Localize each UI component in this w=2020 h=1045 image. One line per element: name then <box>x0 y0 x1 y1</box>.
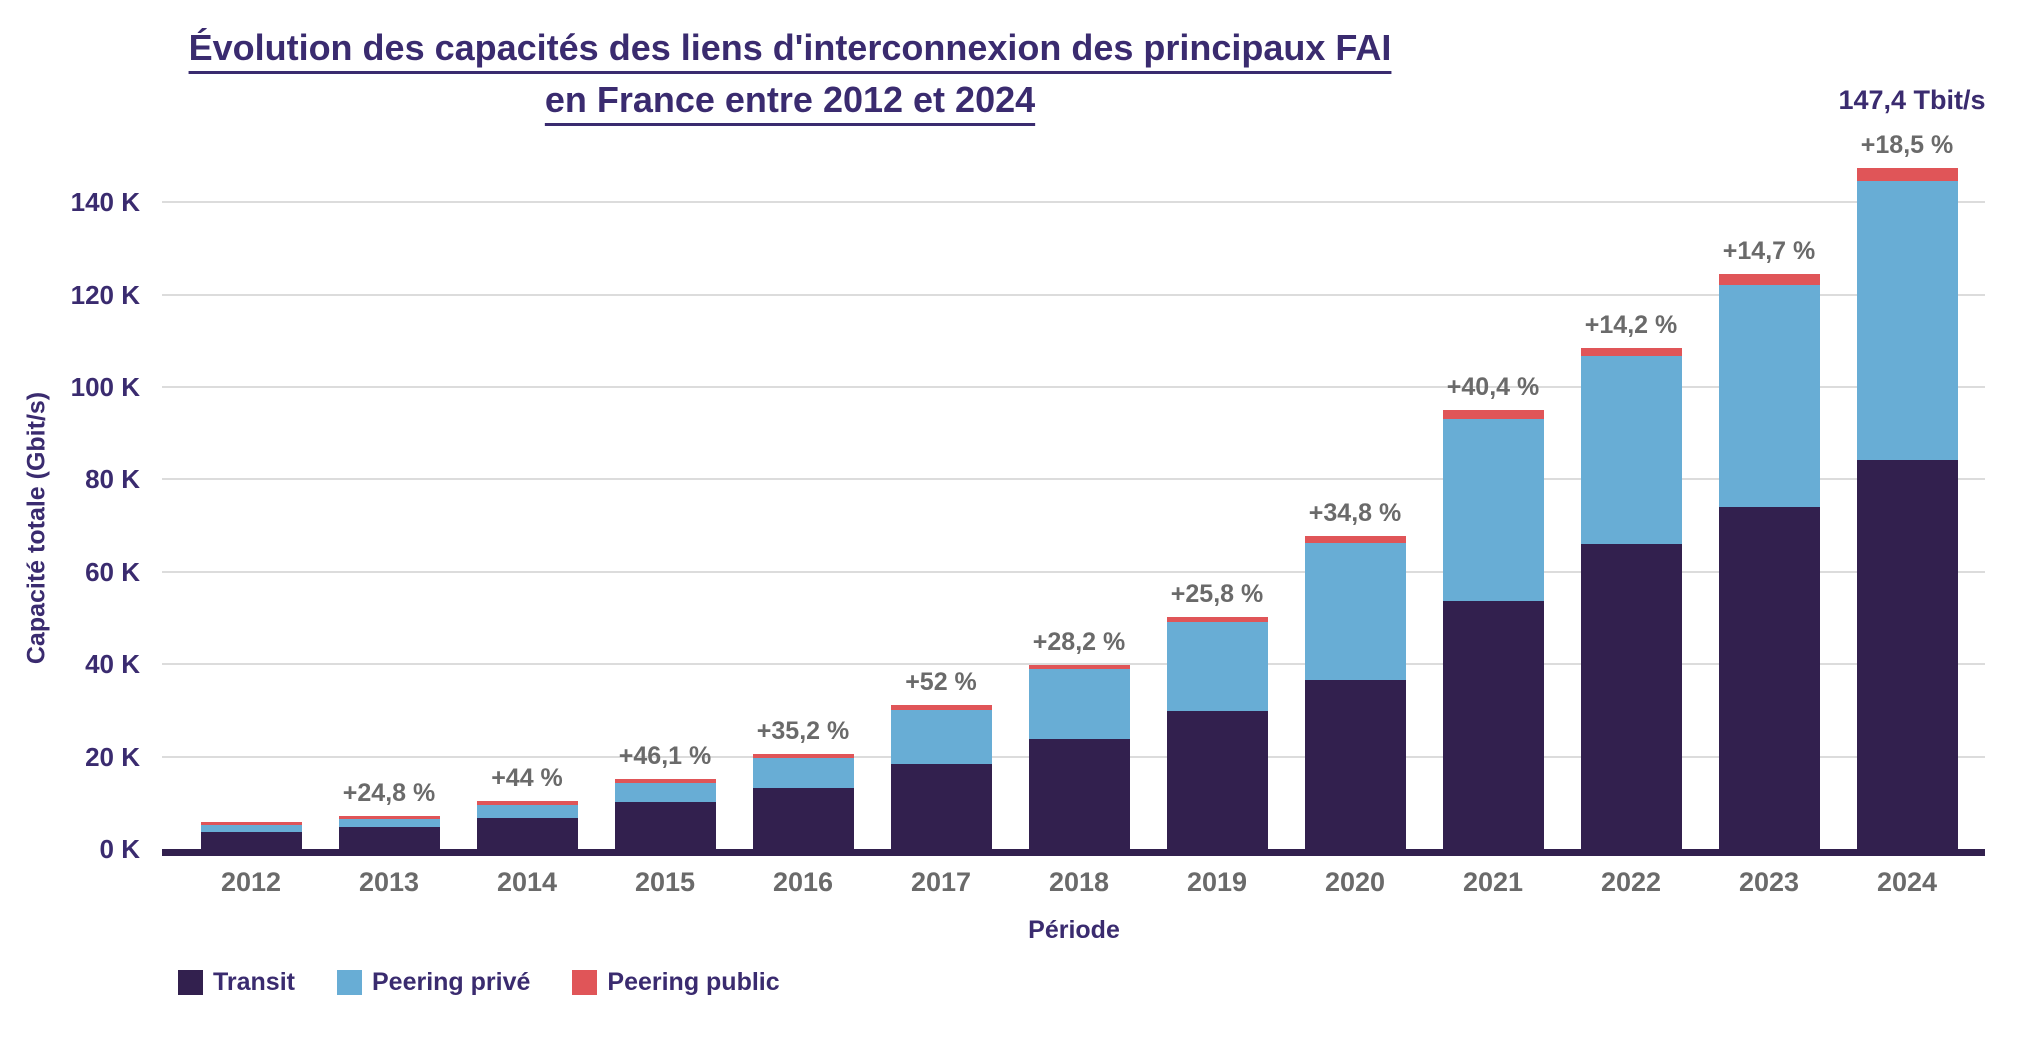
y-tick-label: 140 K <box>70 187 140 218</box>
y-tick-label: 80 K <box>85 464 140 495</box>
gridline-100k <box>162 386 1985 388</box>
x-tick-label-2016: 2016 <box>772 867 834 897</box>
bar-segment-peering-priv--2016 <box>752 758 854 788</box>
x-tick-label-2021: 2021 <box>1462 867 1524 897</box>
bar-segment-transit-2020 <box>1304 679 1406 849</box>
total-2024-annotation: 147,4 Tbit/s <box>1838 85 1986 115</box>
bar-segment-peering-priv--2024 <box>1856 181 1958 460</box>
bar-segment-transit-2013 <box>338 827 440 849</box>
bar-segment-peering-public-2016 <box>752 754 854 759</box>
x-tick-label-2012: 2012 <box>220 867 282 897</box>
x-tick-label-2015: 2015 <box>634 867 696 897</box>
legend-label-transit: Transit <box>213 968 295 996</box>
bar-segment-peering-public-2015 <box>614 779 716 783</box>
x-tick-label-2024: 2024 <box>1876 867 1938 897</box>
bar-segment-peering-public-2019 <box>1166 617 1268 622</box>
x-axis-title: Période <box>1028 916 1120 944</box>
bar-segment-peering-priv--2022 <box>1580 355 1682 544</box>
bar-segment-peering-public-2023 <box>1718 274 1820 285</box>
x-tick-label-2022: 2022 <box>1600 867 1662 897</box>
growth-label-2018: +28,2 % <box>1032 627 1126 656</box>
gridline-40k <box>162 663 1985 666</box>
gridline-80k <box>162 478 1985 481</box>
bar-segment-peering-priv--2012 <box>200 825 302 832</box>
legend-swatch-transit <box>178 970 203 995</box>
gridline-140k <box>162 201 1985 204</box>
bar-segment-peering-priv--2015 <box>614 782 716 802</box>
legend-label-peering-public: Peering public <box>607 968 780 996</box>
bar-segment-transit-2023 <box>1718 506 1820 849</box>
legend-item-transit: Transit <box>178 968 295 997</box>
bar-segment-transit-2016 <box>752 787 854 849</box>
y-tick-label: 100 K <box>70 372 140 402</box>
bar-segment-peering-priv--2020 <box>1304 543 1406 680</box>
growth-label-2020: +34,8 % <box>1308 499 1402 528</box>
growth-label-2013: +24,8 % <box>342 778 436 807</box>
bar-segment-peering-priv--2023 <box>1718 284 1820 507</box>
growth-label-2024: +18,5 % <box>1860 131 1954 159</box>
y-tick-label: 40 K <box>85 649 140 680</box>
chart-title-line-2: en France entre 2012 et 2024 <box>544 79 1036 120</box>
bar-segment-peering-public-2022 <box>1580 347 1682 356</box>
x-tick-label-2018: 2018 <box>1048 867 1110 897</box>
x-tick-label-2014: 2014 <box>496 867 558 897</box>
bar-segment-peering-priv--2018 <box>1028 669 1130 739</box>
x-axis-line <box>162 849 1985 856</box>
legend-item-peering-priv-: Peering privé <box>336 968 531 997</box>
y-tick-label: 0 K <box>99 834 140 864</box>
growth-label-2014: +44 % <box>491 763 563 792</box>
x-tick-label-2020: 2020 <box>1324 867 1386 897</box>
bar-segment-transit-2017 <box>890 763 992 849</box>
growth-label-2016: +35,2 % <box>756 717 850 746</box>
bar-segment-transit-2021 <box>1442 601 1544 849</box>
bar-segment-transit-2012 <box>200 831 302 849</box>
bar-segment-peering-priv--2013 <box>338 819 440 828</box>
y-axis-title: Capacité totale (Gbit/s) <box>22 391 51 665</box>
bar-segment-peering-public-2024 <box>1856 168 1958 182</box>
bar-segment-peering-priv--2021 <box>1442 419 1544 602</box>
x-tick-label-2013: 2013 <box>358 867 420 897</box>
y-tick-label: 20 K <box>85 741 140 772</box>
growth-label-2022: +14,2 % <box>1584 310 1678 339</box>
legend-swatch-peering-priv- <box>336 970 362 995</box>
bar-segment-peering-priv--2019 <box>1166 621 1268 711</box>
x-tick-label-2019: 2019 <box>1186 867 1248 897</box>
bar-segment-peering-public-2012 <box>200 822 302 826</box>
bar-segment-peering-public-2018 <box>1028 664 1130 670</box>
growth-label-2017: +52 % <box>905 668 977 697</box>
chart-title: Évolution des capacités des liens d'inte… <box>0 22 1580 126</box>
bar-segment-transit-2014 <box>476 817 578 849</box>
bar-segment-peering-public-2013 <box>338 815 440 820</box>
bar-segment-transit-2018 <box>1028 738 1130 849</box>
legend-label-peering-priv-: Peering privé <box>371 968 531 996</box>
bar-segment-peering-public-2017 <box>890 705 992 710</box>
gridline-60k <box>162 570 1985 573</box>
x-tick-label-2017: 2017 <box>910 867 972 897</box>
gridline-120k <box>162 293 1985 296</box>
growth-label-2023: +14,7 % <box>1722 237 1816 266</box>
bar-segment-transit-2024 <box>1856 459 1958 849</box>
bar-segment-transit-2015 <box>614 801 716 849</box>
growth-label-2021: +40,4 % <box>1446 373 1540 402</box>
y-tick-label: 60 K <box>85 556 140 587</box>
legend-item-peering-public: Peering public <box>572 968 780 997</box>
growth-label-2015: +46,1 % <box>618 742 712 771</box>
legend-swatch-peering-public <box>572 970 598 995</box>
legend: Transit Peering privé Peering public <box>178 968 780 997</box>
bar-segment-transit-2022 <box>1580 543 1682 849</box>
bar-segment-peering-priv--2017 <box>890 709 992 764</box>
growth-label-2019: +25,8 % <box>1170 580 1264 609</box>
bar-segment-transit-2019 <box>1166 710 1268 849</box>
bar-segment-peering-public-2014 <box>476 800 578 805</box>
x-tick-label-2023: 2023 <box>1738 867 1800 897</box>
bar-segment-peering-public-2021 <box>1442 410 1544 420</box>
chart-title-line-1: Évolution des capacités des liens d'inte… <box>188 27 1392 68</box>
y-tick-label: 120 K <box>70 279 140 310</box>
bar-segment-peering-priv--2014 <box>476 804 578 818</box>
bar-segment-peering-public-2020 <box>1304 536 1406 544</box>
